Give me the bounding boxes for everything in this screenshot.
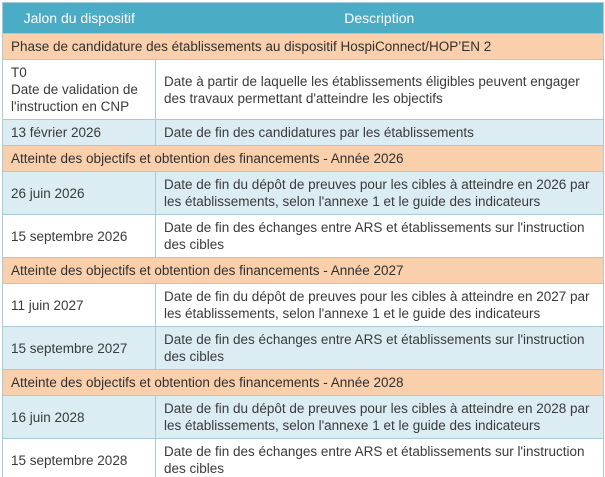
column-header-description: Description [155,2,604,34]
section-title: Atteinte des objectifs et obtention des … [2,145,604,172]
section-row: Phase de candidature des établissements … [2,33,604,60]
milestone-cell: 26 juin 2026 [2,171,156,215]
table-row: 13 février 2026 Date de fin des candidat… [2,119,604,146]
table-row: 15 septembre 2026 Date de fin des échang… [2,214,604,258]
description-cell: Date de fin des échanges entre ARS et ét… [155,214,604,258]
description-cell: Date de fin des candidatures par les éta… [155,119,604,146]
section-title: Atteinte des objectifs et obtention des … [2,257,604,284]
milestone-cell: T0 Date de validation de l'instruction e… [2,59,156,120]
section-row: Atteinte des objectifs et obtention des … [2,145,604,172]
milestone-cell: 13 février 2026 [2,119,156,146]
milestone-cell: 15 septembre 2027 [2,326,156,370]
table-row: 15 septembre 2027 Date de fin des échang… [2,326,604,370]
milestone-cell: 16 juin 2028 [2,395,156,439]
section-title: Atteinte des objectifs et obtention des … [2,369,604,396]
milestone-cell: 15 septembre 2026 [2,214,156,258]
description-cell: Date de fin du dépôt de preuves pour les… [155,171,604,215]
table-row: 26 juin 2026 Date de fin du dépôt de pre… [2,171,604,215]
description-cell: Date de fin des échanges entre ARS et ét… [155,326,604,370]
description-cell: Date de fin des échanges entre ARS et ét… [155,438,604,477]
table-row: 11 juin 2027 Date de fin du dépôt de pre… [2,283,604,327]
description-cell: Date de fin du dépôt de preuves pour les… [155,283,604,327]
header-row: Jalon du dispositif Description [2,2,604,34]
milestone-cell: 11 juin 2027 [2,283,156,327]
table-row: T0 Date de validation de l'instruction e… [2,59,604,120]
table-row: 16 juin 2028 Date de fin du dépôt de pre… [2,395,604,439]
milestone-cell: 15 septembre 2028 [2,438,156,477]
table-row: 15 septembre 2028 Date de fin des échang… [2,438,604,477]
section-row: Atteinte des objectifs et obtention des … [2,257,604,284]
description-cell: Date à partir de laquelle les établissem… [155,59,604,120]
section-row: Atteinte des objectifs et obtention des … [2,369,604,396]
table-body: Phase de candidature des établissements … [2,33,604,477]
section-title: Phase de candidature des établissements … [2,33,604,60]
column-header-jalon: Jalon du dispositif [2,2,156,34]
description-cell: Date de fin du dépôt de preuves pour les… [155,395,604,439]
